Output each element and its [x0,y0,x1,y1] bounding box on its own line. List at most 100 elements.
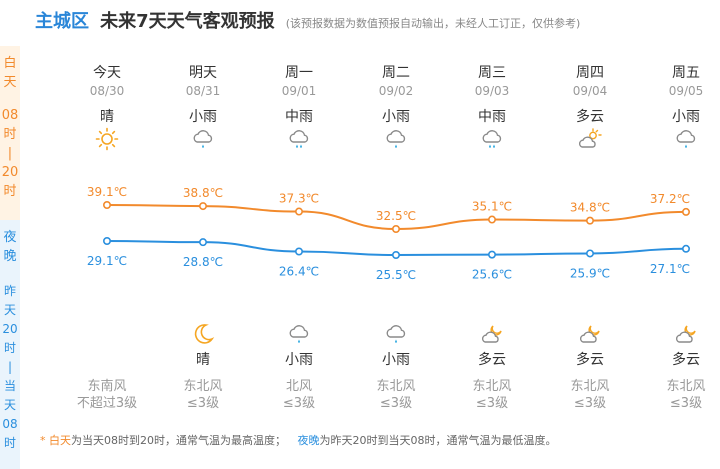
footnote-night-text: 为昨天20时到当天08时，通常气温为最低温度。 [319,434,557,447]
low-temp-label: 25.5℃ [376,268,416,282]
night-weather: 小雨 [382,352,410,368]
sun-icon [95,127,119,151]
footnote-day-text: 为当天08时到20时，通常气温为最高温度； [71,434,286,447]
date-label: 09/02 [378,84,414,98]
high-temp-label: 39.1℃ [87,185,127,199]
day-weather: 中雨 [478,109,506,125]
low-temp-point [585,249,594,258]
light-rain-icon [676,130,696,148]
sidebar-char: 08 [2,417,18,431]
wind-direction: 东北风 [666,379,706,394]
day-name: 周五 [672,65,700,81]
sidebar-char: 天 [3,398,16,412]
light-rain-icon [289,325,309,343]
daytime-sidebar: 白 天 08 时 | 20 时 [0,46,20,226]
high-temp-label: 34.8℃ [570,201,610,215]
date-label: 08/30 [89,84,125,98]
wind-direction: 东北风 [472,379,512,394]
sidebar-char: 天 [3,75,17,90]
forecast-header: 主城区 未来7天天气客观预报 (该预报数据为数值预报自动输出，未经人工订正，仅供… [35,7,580,33]
day-weather: 小雨 [672,109,700,125]
day-name: 周三 [478,65,506,81]
day-weather: 小雨 [382,109,410,125]
light-rain-icon [386,325,406,343]
low-temp-point [199,238,208,247]
page-title: 未来7天天气客观预报 [100,11,275,32]
low-temp-label: 27.1℃ [650,262,690,276]
day-name: 周四 [576,65,604,81]
sidebar-char: | [7,360,13,374]
high-temp-label: 35.1℃ [472,200,512,214]
sidebar-char: 时 [3,436,16,450]
date-label: 08/31 [185,84,221,98]
date-label: 09/03 [474,84,510,98]
moderate-rain-icon [289,130,309,148]
high-temp-point [391,225,400,234]
high-temp-point [487,215,496,224]
high-temp-point [585,216,594,225]
cloudy-night-icon [675,325,696,343]
sidebar-char: 当 [3,379,16,393]
low-temp-point [391,251,400,260]
high-temp-label: 37.2℃ [650,192,690,206]
night-weather: 多云 [672,352,700,368]
sidebar-char: 20 [2,322,18,336]
sidebar-char: 昨 [3,284,16,298]
low-temp-point [681,244,690,253]
day-name: 今天 [93,65,121,81]
high-temp-label: 38.8℃ [183,186,223,200]
wind-level: ≤3级 [186,396,220,411]
sidebar-char: 08 [1,108,19,123]
sidebar-char: | [7,146,13,161]
night-weather: 多云 [478,352,506,368]
wind-direction: 东南风 [87,379,127,394]
wind-level: ≤3级 [669,396,703,411]
low-temp-label: 25.6℃ [472,268,512,282]
sidebar-char: 夜 [3,230,17,245]
night-weather: 多云 [576,352,604,368]
footnote-star: * [40,434,46,447]
high-temp-point [199,202,208,211]
low-temp-label: 29.1℃ [87,254,127,268]
moon-icon [194,324,215,344]
footnote: * 白天为当天08时到20时，通常气温为最高温度； 夜晚为昨天20时到当天08时… [40,432,557,448]
light-rain-icon [386,130,406,148]
wind-level: ≤3级 [379,396,413,411]
wind-direction: 北风 [285,379,312,394]
wind-direction: 东北风 [570,379,610,394]
footnote-night-label: 夜晚 [297,434,320,447]
sidebar-char: 白 [3,56,17,71]
low-temp-point [103,237,112,246]
wind-level: ≤3级 [573,396,607,411]
low-temp-point [487,250,496,259]
wind-level: ≤3级 [475,396,509,411]
high-temp-point [103,201,112,210]
footnote-day-label: 白天 [49,434,71,447]
night-weather: 晴 [196,352,210,368]
date-label: 09/05 [668,84,704,98]
night-weather: 小雨 [285,352,313,368]
high-temp-point [294,207,303,216]
low-temp-point [294,247,303,256]
city-name[interactable]: 主城区 [35,11,89,32]
sidebar-char: 时 [3,341,16,355]
low-temp-label: 28.8℃ [183,255,223,269]
day-weather: 晴 [100,109,114,125]
cloudy-night-icon [481,325,502,343]
day-weather: 多云 [576,109,604,125]
disclaimer-note: (该预报数据为数值预报自动输出，未经人工订正，仅供参考) [285,17,581,30]
sidebar-char: 时 [3,127,17,142]
date-label: 09/04 [572,84,608,98]
sidebar-char: 20 [1,165,19,180]
low-temp-label: 25.9℃ [570,266,610,280]
day-name: 明天 [189,65,217,81]
sidebar-char: 时 [3,184,17,199]
light-rain-icon [193,130,213,148]
day-weather: 小雨 [189,109,217,125]
cloudy-night-icon [579,325,600,343]
sidebar-char: 天 [3,303,16,317]
wind-direction: 东北风 [376,379,416,394]
day-name: 周二 [382,65,410,81]
low-temp-label: 26.4℃ [279,265,319,279]
